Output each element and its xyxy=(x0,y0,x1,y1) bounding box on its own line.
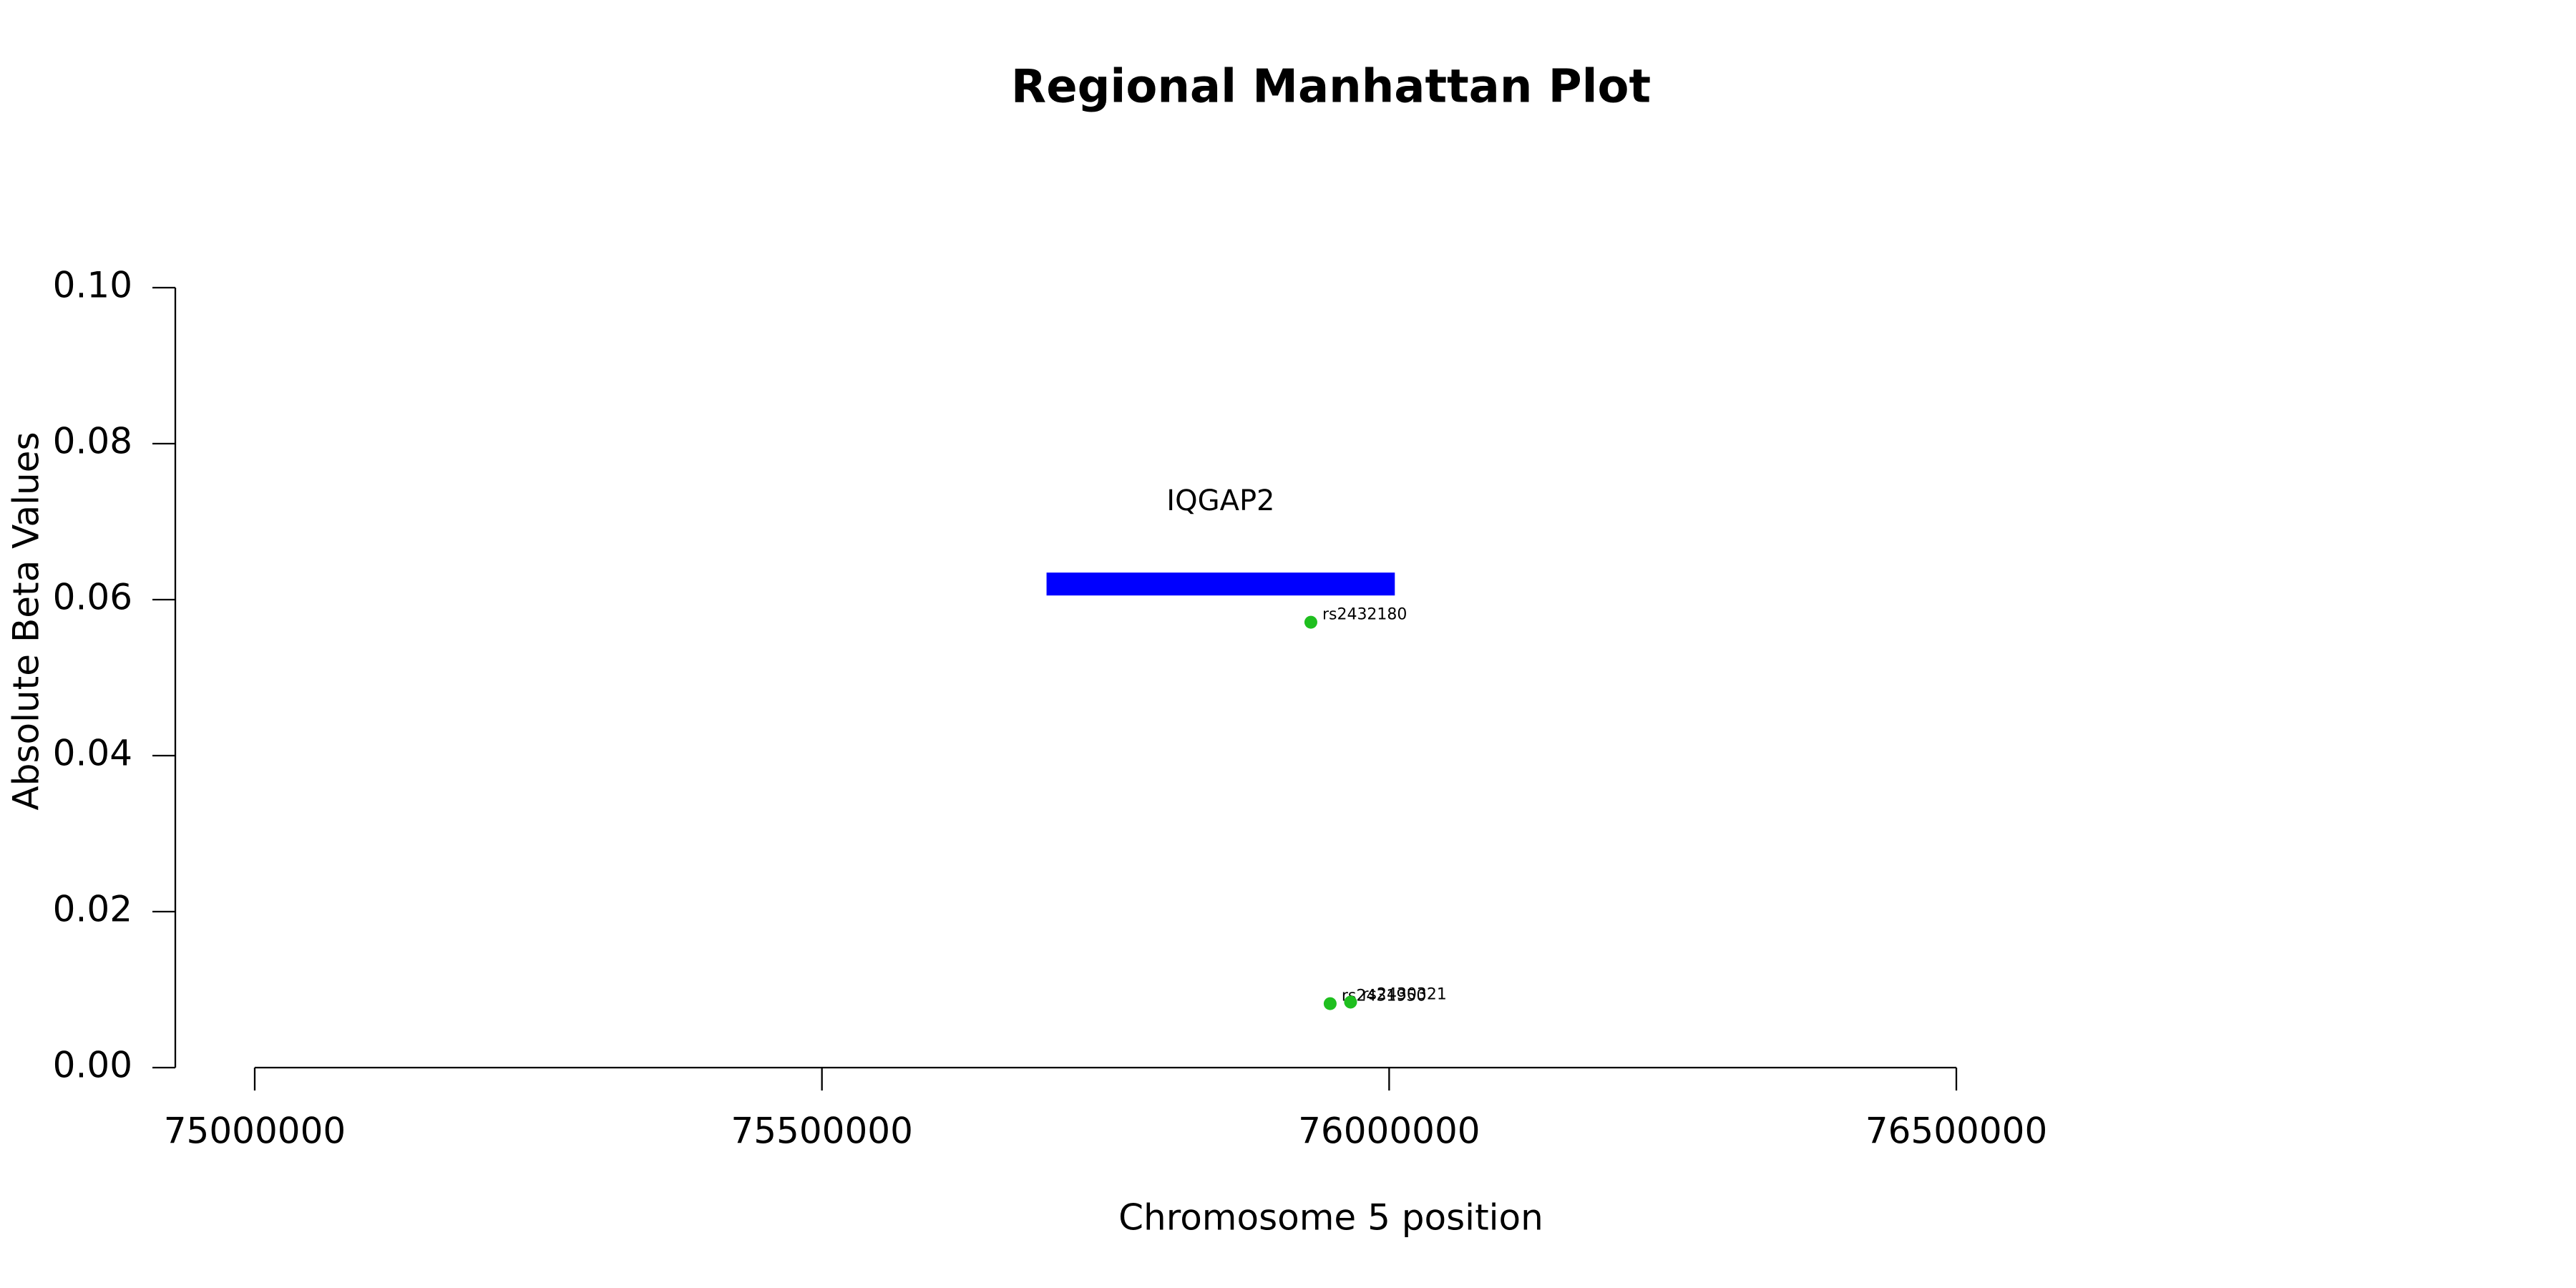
snp-point xyxy=(1323,997,1337,1010)
x-tick-label: 75500000 xyxy=(731,1111,913,1152)
y-tick-label: 0.10 xyxy=(53,265,132,306)
x-tick-label: 75000000 xyxy=(164,1111,346,1152)
x-tick-label: 76500000 xyxy=(1865,1111,2048,1152)
x-tick-label: 76000000 xyxy=(1298,1111,1480,1152)
snp-label: rs2430321 xyxy=(1362,985,1447,1003)
x-axis-label: Chromosome 5 position xyxy=(1118,1197,1543,1239)
chart-title: Regional Manhattan Plot xyxy=(1011,61,1651,114)
y-tick-label: 0.08 xyxy=(53,421,132,462)
y-tick-label: 0.04 xyxy=(53,733,132,774)
y-tick-label: 0.06 xyxy=(53,577,132,618)
y-tick-label: 0.02 xyxy=(53,889,132,930)
snp-point xyxy=(1304,615,1317,629)
gene-bar xyxy=(1046,572,1395,596)
gene-label: IQGAP2 xyxy=(1166,484,1274,517)
y-axis-label: Absolute Beta Values xyxy=(6,432,47,811)
snp-point xyxy=(1344,995,1357,1009)
y-tick-label: 0.00 xyxy=(53,1045,132,1086)
snp-label: rs2432180 xyxy=(1322,606,1407,624)
